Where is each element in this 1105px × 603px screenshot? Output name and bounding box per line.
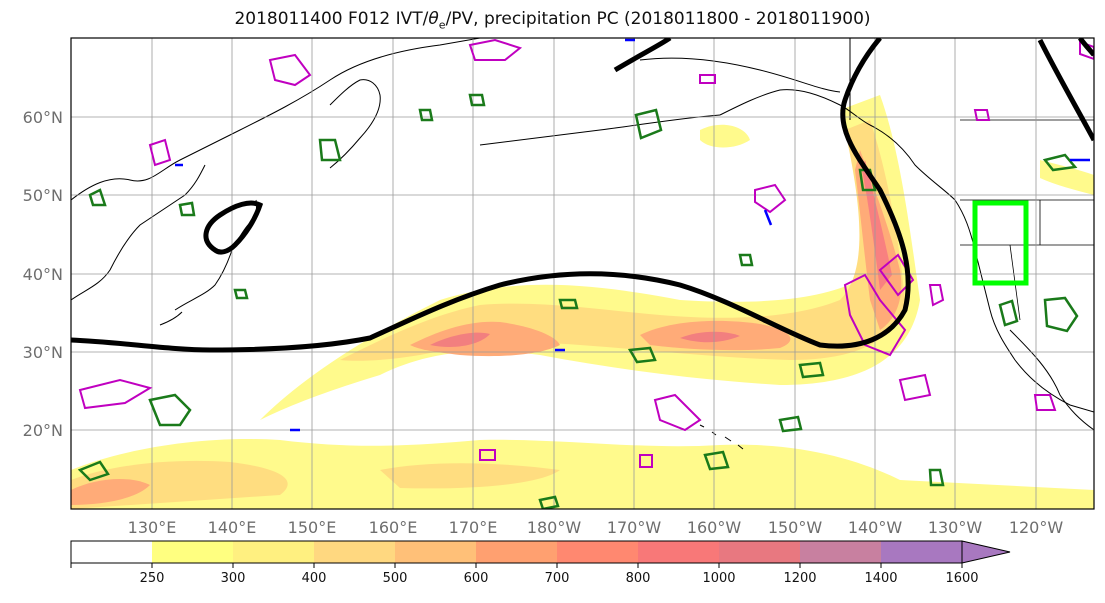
lon-label: 160°E (369, 518, 418, 537)
colorbar-tick-label: 600 (464, 571, 489, 586)
colorbar-swatch (152, 541, 234, 563)
colorbar-swatch (638, 541, 720, 563)
lat-label: 20°N (23, 421, 63, 440)
colorbar-tick-label: 400 (302, 571, 327, 586)
colorbar-tick-label: 1400 (864, 571, 897, 586)
lat-label: 50°N (23, 186, 63, 205)
colorbar: 250 300 400 500 600 700 800 1000 1200 1400 1600 (70, 540, 1011, 586)
gridlines (71, 38, 1094, 509)
lon-label: 140°E (208, 518, 257, 537)
ivt-shading (71, 95, 1094, 509)
lon-label: 140°W (848, 518, 903, 537)
lon-label: 150°W (768, 518, 823, 537)
colorbar-tick-label: 250 (140, 571, 165, 586)
colorbar-swatch (71, 541, 153, 563)
lat-label: 30°N (23, 343, 63, 362)
colorbar-tick-label: 1600 (945, 571, 978, 586)
colorbar-tick-label: 1200 (783, 571, 816, 586)
pv-contours (71, 38, 1094, 353)
colorbar-swatch (233, 541, 315, 563)
colorbar-swatch (719, 541, 801, 563)
lon-label: 120°W (1009, 518, 1064, 537)
colorbar-tick-label: 700 (545, 571, 570, 586)
green-contours (77, 93, 1079, 509)
map-frame (70, 37, 1095, 510)
lon-label: 130°W (928, 518, 983, 537)
lat-label: 40°N (23, 265, 63, 284)
colorbar-tick-label: 500 (383, 571, 408, 586)
lon-labels: 130°E 140°E 150°E 160°E 170°E 180°W 170°… (128, 518, 1064, 537)
colorbar-outline (70, 540, 963, 564)
coastlines (71, 38, 1094, 450)
lon-label: 150°E (288, 518, 337, 537)
blue-contours (175, 38, 1090, 432)
colorbar-tick-label: 800 (626, 571, 651, 586)
colorbar-swatch (314, 541, 396, 563)
lon-label: 170°W (607, 518, 662, 537)
colorbar-tick-label: 300 (221, 571, 246, 586)
colorbar-extend-arrow (961, 540, 1011, 564)
lon-label: 180°W (527, 518, 582, 537)
colorbar-swatch (476, 541, 558, 563)
lon-label: 160°W (687, 518, 742, 537)
region-box (972, 200, 1029, 286)
colorbar-swatch (395, 541, 477, 563)
lon-label: 130°E (128, 518, 177, 537)
lon-label: 170°E (449, 518, 498, 537)
colorbar-tick-label: 1000 (702, 571, 735, 586)
lat-labels: 60°N 50°N 40°N 30°N 20°N (23, 108, 63, 440)
colorbar-swatch (881, 541, 963, 563)
colorbar-swatch (557, 541, 639, 563)
map-content (71, 38, 1094, 509)
lat-label: 60°N (23, 108, 63, 127)
map-title: 2018011400 F012 IVT/θe/PV, precipitation… (234, 9, 871, 32)
colorbar-swatch (800, 541, 882, 563)
theta-contours (78, 38, 1094, 468)
